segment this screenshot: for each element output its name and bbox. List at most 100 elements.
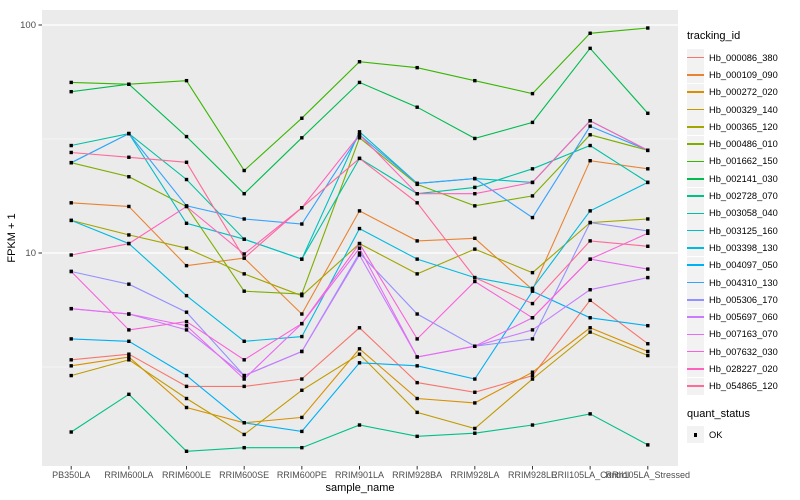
- data-point: [357, 60, 362, 64]
- data-point: [646, 275, 650, 280]
- data-point: [127, 358, 131, 362]
- legend-key: [687, 118, 704, 136]
- legend-key-line-icon: [687, 281, 704, 284]
- legend-key-line-icon: [687, 333, 704, 336]
- legend-item-tracking: Hb_000086_380: [687, 49, 799, 67]
- data-point: [530, 370, 535, 374]
- legend-tracking-items: Hb_000086_380 Hb_000109_090 Hb_000272_020 H…: [687, 49, 799, 395]
- data-point: [473, 390, 477, 394]
- data-point: [127, 241, 131, 246]
- data-point: [300, 292, 304, 296]
- data-point: [415, 380, 419, 385]
- data-point: [184, 160, 189, 164]
- data-point: [415, 105, 419, 109]
- data-point: [127, 392, 131, 397]
- legend-item-label: Hb_007632_030: [709, 346, 778, 357]
- data-point: [415, 364, 419, 368]
- data-point: [473, 377, 477, 381]
- legend-item-label: Hb_000109_090: [709, 69, 778, 80]
- legend-key-line-icon: [687, 368, 704, 370]
- data-point: [184, 78, 189, 83]
- data-point: [415, 337, 419, 341]
- data-point: [646, 231, 650, 236]
- x-tick-label: PB350LA: [52, 470, 90, 480]
- data-point: [588, 209, 592, 213]
- legend-item-tracking: Hb_002141_030: [687, 170, 799, 188]
- legend-item-tracking: Hb_000329_140: [687, 101, 799, 119]
- x-tick-label: RRIM600LA: [104, 470, 153, 480]
- legend-item-label: Hb_054865_120: [709, 381, 778, 392]
- data-point: [646, 244, 650, 249]
- data-point: [300, 116, 304, 120]
- legend-key: [687, 204, 704, 222]
- data-point: [127, 352, 131, 356]
- data-point: [127, 282, 131, 286]
- legend-key-square-icon: [693, 432, 698, 437]
- data-point: [415, 272, 419, 276]
- legend-key: [687, 152, 704, 170]
- legend-key-line-icon: [687, 177, 704, 180]
- data-point: [588, 158, 592, 163]
- data-point: [184, 293, 189, 298]
- legend-key-line-icon: [687, 195, 704, 197]
- legend-item-tracking: Hb_028227_020: [687, 360, 799, 378]
- data-point: [127, 204, 131, 209]
- data-point: [69, 201, 73, 205]
- legend-item-label: Hb_003125_160: [709, 225, 778, 236]
- data-point: [588, 298, 592, 303]
- data-point: [473, 426, 477, 431]
- data-point: [357, 246, 362, 250]
- y-tick-label: 10: [25, 248, 36, 259]
- legend-key-line-icon: [687, 264, 704, 266]
- data-point: [184, 134, 189, 139]
- data-point: [646, 111, 650, 115]
- data-point: [242, 256, 246, 260]
- data-point: [357, 241, 362, 246]
- data-point: [69, 218, 73, 223]
- data-point: [184, 221, 189, 225]
- legend-key-line-icon: [687, 385, 704, 388]
- x-tick-label: RRIM600LE: [162, 470, 211, 480]
- data-point: [473, 275, 477, 280]
- data-point: [300, 429, 304, 434]
- data-point: [530, 120, 535, 125]
- legend-item-tracking: Hb_000486_010: [687, 135, 799, 153]
- data-point: [242, 339, 246, 343]
- data-point: [69, 160, 73, 165]
- legend-item-label: Hb_002141_030: [709, 173, 778, 184]
- legend-key: [687, 239, 704, 257]
- data-point: [530, 194, 535, 198]
- data-point: [530, 215, 535, 220]
- data-point: [357, 209, 362, 213]
- legend-item-tracking: Hb_002728_070: [687, 187, 799, 205]
- data-point: [242, 168, 246, 173]
- data-point: [69, 143, 73, 148]
- data-point: [415, 434, 419, 439]
- legend-key-line-icon: [687, 108, 704, 111]
- data-point: [588, 220, 592, 225]
- data-point: [127, 328, 131, 332]
- data-point: [242, 192, 246, 196]
- data-point: [242, 217, 246, 221]
- legend-key-line-icon: [687, 298, 704, 301]
- data-point: [69, 89, 73, 94]
- data-point: [69, 253, 73, 257]
- data-point: [588, 239, 592, 243]
- data-point: [300, 388, 304, 392]
- data-point: [300, 257, 304, 261]
- data-point: [184, 246, 189, 250]
- data-point: [300, 321, 304, 326]
- data-point: [300, 334, 304, 339]
- data-point: [357, 251, 362, 255]
- legend-item-label: Hb_007163_070: [709, 329, 778, 340]
- data-point: [357, 130, 362, 134]
- legend-item-quant: OK: [687, 426, 799, 444]
- legend-item-label: Hb_003058_040: [709, 208, 778, 219]
- data-point: [69, 364, 73, 368]
- data-point: [357, 80, 362, 85]
- data-point: [242, 289, 246, 293]
- legend-key: [687, 377, 704, 395]
- legend-key-line-icon: [687, 91, 704, 94]
- data-point: [127, 175, 131, 179]
